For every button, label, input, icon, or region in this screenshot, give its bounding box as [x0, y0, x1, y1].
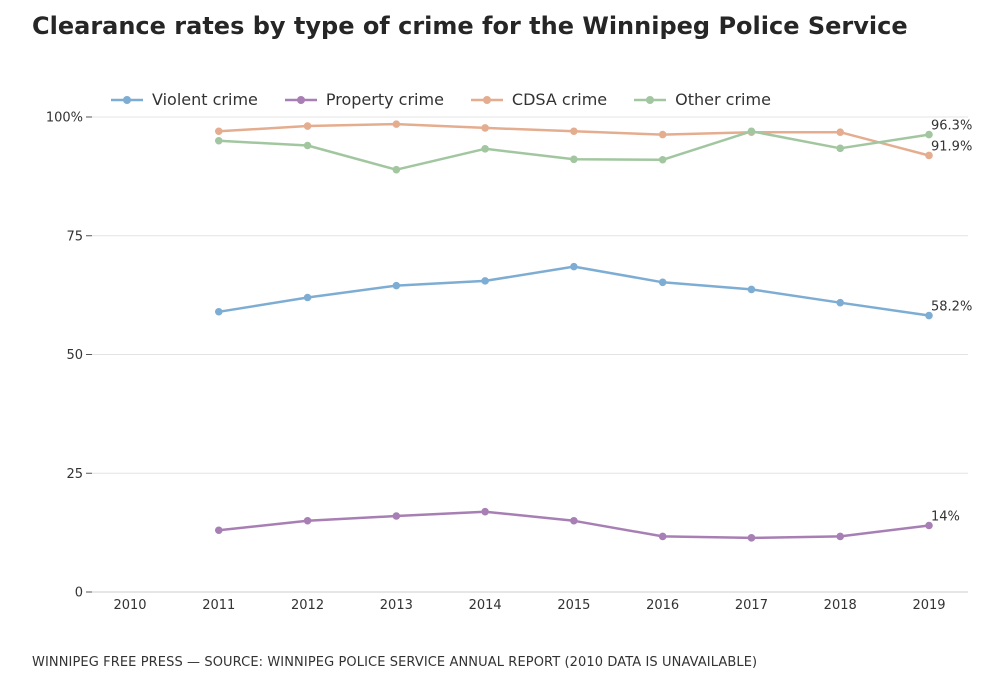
x-tick-label-2013: 2013 — [380, 598, 413, 613]
data-point-other-crime-2019 — [925, 130, 933, 139]
data-point-other-crime-2016 — [658, 155, 667, 164]
data-point-cdsa-crime-2016 — [658, 130, 667, 139]
data-point-other-crime-2018 — [836, 144, 845, 153]
data-point-cdsa-crime-2018 — [836, 128, 845, 136]
series-line-violent-crime — [217, 265, 931, 317]
data-point-property-crime-2013 — [392, 512, 401, 520]
end-label-other-crime: 96.3% — [931, 119, 972, 134]
data-point-property-crime-2017 — [747, 534, 756, 542]
data-point-cdsa-crime-2013 — [392, 120, 401, 128]
data-point-violent-crime-2011 — [214, 307, 223, 316]
y-tick-label-50: 50 — [66, 348, 83, 363]
data-point-violent-crime-2016 — [658, 278, 667, 287]
end-label-cdsa-crime: 91.9% — [931, 139, 972, 154]
data-point-violent-crime-2018 — [836, 298, 845, 307]
x-tick-label-2017: 2017 — [735, 598, 768, 613]
y-tick-label-75: 75 — [66, 229, 83, 244]
end-label-violent-crime: 58.2% — [931, 300, 972, 315]
data-point-cdsa-crime-2015 — [570, 127, 578, 136]
data-point-violent-crime-2014 — [481, 277, 489, 285]
data-point-other-crime-2011 — [214, 136, 223, 145]
legend-label-cdsa-crime: CDSA crime — [511, 90, 608, 109]
legend-item-violent-crime: Violent crime — [110, 90, 258, 109]
legend-item-cdsa-crime: CDSA crime — [470, 90, 607, 109]
y-tick-label-100: 100% — [46, 111, 83, 126]
legend-swatch-other-crime — [633, 95, 667, 105]
series-line-other-crime — [217, 130, 931, 171]
data-point-property-crime-2014 — [481, 507, 489, 516]
x-tick-label-2012: 2012 — [291, 598, 324, 613]
chart-legend: Violent crime Property crime CDSA crime … — [110, 90, 771, 109]
data-point-property-crime-2019 — [925, 521, 933, 530]
data-point-cdsa-crime-2012 — [303, 122, 312, 130]
data-point-other-crime-2014 — [481, 145, 489, 153]
data-point-other-crime-2015 — [570, 155, 578, 164]
data-point-violent-crime-2019 — [925, 311, 933, 320]
data-point-cdsa-crime-2011 — [214, 127, 223, 136]
legend-item-other-crime: Other crime — [633, 90, 771, 109]
y-tick-label-25: 25 — [66, 467, 83, 482]
x-tick-label-2015: 2015 — [557, 598, 590, 613]
data-point-other-crime-2017 — [747, 127, 756, 136]
data-point-violent-crime-2017 — [747, 285, 756, 294]
data-point-property-crime-2018 — [836, 532, 845, 541]
data-point-cdsa-crime-2014 — [481, 124, 489, 132]
legend-swatch-violent-crime — [110, 95, 144, 105]
data-point-other-crime-2012 — [303, 141, 312, 150]
end-label-property-crime: 14% — [931, 510, 960, 525]
x-tick-label-2011: 2011 — [202, 598, 235, 613]
legend-label-violent-crime: Violent crime — [152, 90, 258, 109]
y-tick-label-0: 0 — [75, 586, 83, 601]
legend-label-other-crime: Other crime — [675, 90, 771, 109]
x-tick-label-2018: 2018 — [824, 598, 857, 613]
data-point-other-crime-2013 — [392, 165, 401, 174]
data-point-violent-crime-2013 — [392, 281, 401, 290]
x-tick-label-2016: 2016 — [646, 598, 679, 613]
x-tick-label-2019: 2019 — [912, 598, 945, 613]
data-point-property-crime-2011 — [214, 526, 223, 535]
legend-item-property-crime: Property crime — [284, 90, 444, 109]
data-point-violent-crime-2012 — [303, 293, 312, 302]
x-tick-label-2014: 2014 — [469, 598, 502, 613]
x-tick-label-2010: 2010 — [113, 598, 146, 613]
data-point-cdsa-crime-2019 — [925, 151, 933, 160]
data-point-property-crime-2015 — [570, 516, 578, 525]
legend-swatch-cdsa-crime — [470, 95, 504, 105]
line-chart: 0 25 50 75 100% 2010 2011 2012 2013 2014 2015 2016 2… — [46, 111, 972, 614]
data-point-property-crime-2012 — [303, 516, 312, 525]
data-point-property-crime-2016 — [658, 532, 667, 541]
source-footer: WINNIPEG FREE PRESS — SOURCE: WINNIPEG P… — [32, 655, 758, 670]
data-point-violent-crime-2015 — [570, 262, 578, 271]
legend-swatch-property-crime — [284, 95, 318, 105]
chart-title: Clearance rates by type of crime for the… — [32, 12, 908, 40]
legend-label-property-crime: Property crime — [325, 90, 444, 109]
series-line-property-crime — [217, 510, 931, 540]
